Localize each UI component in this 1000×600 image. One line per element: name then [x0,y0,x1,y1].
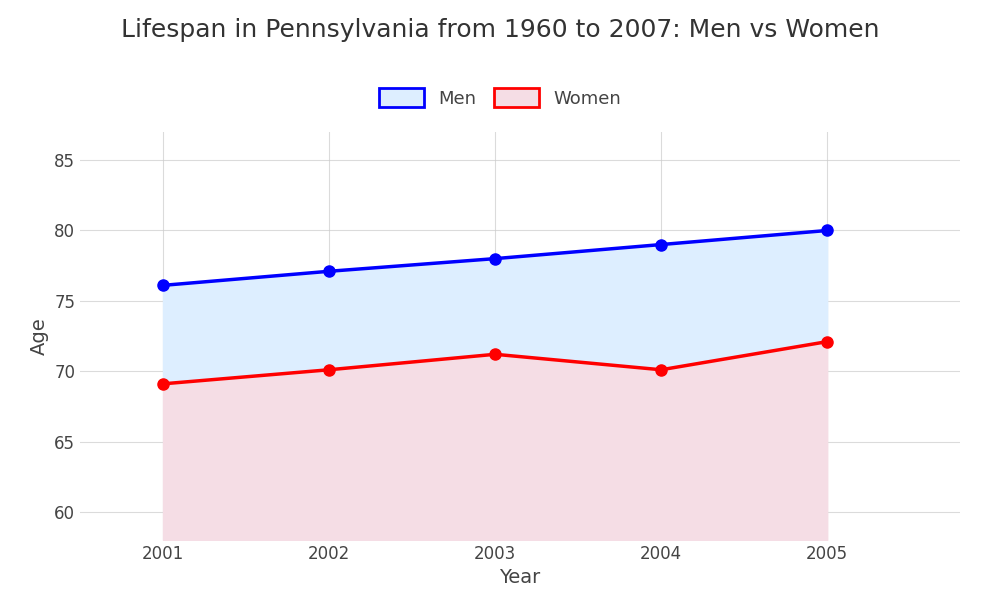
Legend: Men, Women: Men, Women [371,81,629,115]
X-axis label: Year: Year [499,568,541,587]
Text: Lifespan in Pennsylvania from 1960 to 2007: Men vs Women: Lifespan in Pennsylvania from 1960 to 20… [121,18,879,42]
Y-axis label: Age: Age [30,317,49,355]
